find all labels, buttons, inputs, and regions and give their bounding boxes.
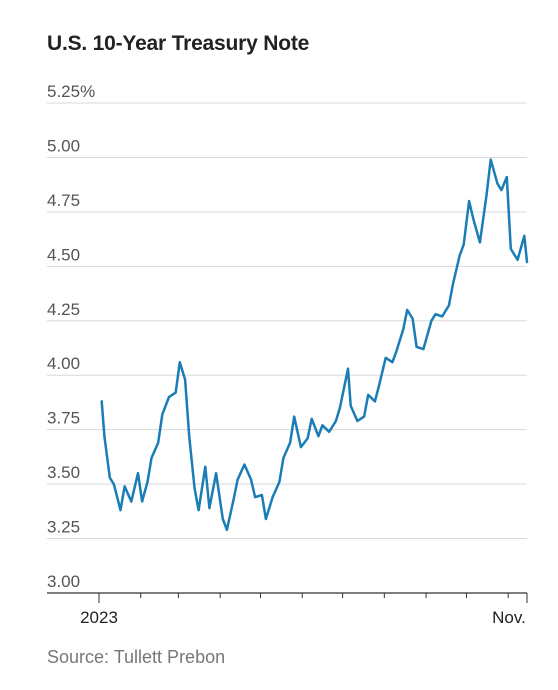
series-layer (100, 158, 529, 532)
x-axis: 2023 Nov. (80, 593, 528, 627)
y-tick-label: 5.00 (47, 136, 80, 155)
y-tick-label: 4.50 (47, 245, 80, 264)
y-tick-label: 4.25 (47, 300, 80, 319)
y-tick-label: 5.25% (47, 82, 95, 101)
y-tick-label: 3.50 (47, 463, 80, 482)
y-tick-label: 4.75 (47, 191, 80, 210)
y-tick-label: 3.75 (47, 409, 80, 428)
gridlines (47, 102, 527, 594)
y-tick-label: 3.00 (47, 572, 80, 591)
y-axis-ticks: 5.25% 5.00 4.75 4.50 4.25 4.00 3.75 3.50 3.25 3.0… (47, 82, 95, 591)
x-tick-label: Nov. (492, 608, 526, 627)
series-line-10-year-yield (100, 158, 529, 532)
chart-title: U.S. 10-Year Treasury Note (47, 32, 310, 55)
x-tick-label: 2023 (80, 608, 118, 627)
y-tick-label: 4.00 (47, 354, 80, 373)
source-note: Source: Tullett Prebon (47, 647, 226, 667)
y-tick-label: 3.25 (47, 518, 80, 537)
